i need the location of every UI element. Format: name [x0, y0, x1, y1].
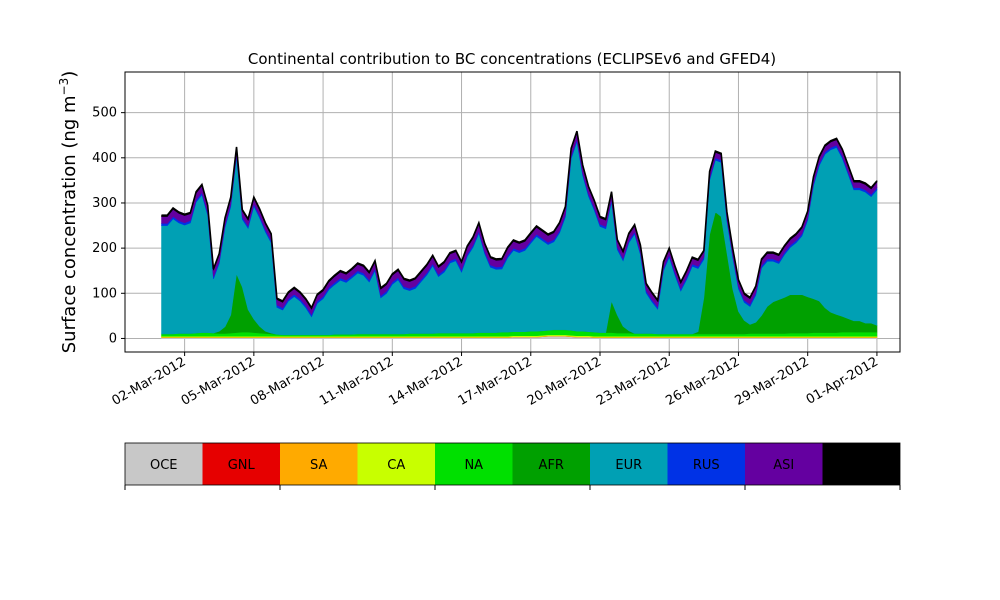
y-tick-label: 500	[92, 106, 117, 121]
chart-title: Continental contribution to BC concentra…	[248, 50, 776, 68]
colorbar-swatch-ca	[357, 443, 435, 485]
colorbar-label: EUR	[615, 458, 642, 473]
y-tick-label: 400	[92, 151, 117, 166]
y-axis-label: Surface concentration (ng m−3)	[57, 71, 80, 354]
x-tick-label: 02-Mar-2012	[109, 354, 188, 408]
colorbar-swatch-gnl	[202, 443, 280, 485]
colorbar-frame	[124, 442, 901, 486]
colorbar-swatch-asi	[745, 443, 823, 485]
colorbar-label: GNL	[228, 458, 256, 473]
colorbar-swatch-na	[435, 443, 513, 485]
x-tick-label: 01-Apr-2012	[804, 354, 881, 407]
x-tick-label: 08-Mar-2012	[248, 354, 327, 408]
colorbar-swatch-aus	[822, 443, 900, 485]
colorbar-swatch-afr	[512, 443, 590, 485]
colorbar-label: NA	[464, 458, 483, 473]
colorbar-label: AUS	[848, 458, 875, 473]
x-tick-label: 14-Mar-2012	[386, 354, 465, 408]
colorbar-label: ASI	[773, 458, 794, 473]
axes-frame	[124, 71, 901, 353]
y-tick-label: 200	[92, 241, 117, 256]
colorbar-swatch-sa	[280, 443, 358, 485]
colorbar-label: CA	[387, 458, 405, 473]
colorbar-swatch-oce	[125, 443, 203, 485]
colorbar-legend: OCE GNL SA CA NA AFR EUR RUS ASI AUS	[124, 442, 901, 490]
colorbar-label: AFR	[539, 458, 564, 473]
x-tick-label: 20-Mar-2012	[525, 354, 604, 408]
x-tick-label: 23-Mar-2012	[594, 354, 673, 408]
x-tick-label: 26-Mar-2012	[663, 354, 742, 408]
y-tick-label: 300	[92, 196, 117, 211]
x-tick-label: 29-Mar-2012	[733, 354, 812, 408]
total-line	[161, 130, 878, 310]
colorbar-label: RUS	[693, 458, 720, 473]
y-tick-label: 100	[92, 286, 117, 301]
colorbar-label: SA	[310, 458, 327, 473]
x-tick-label: 05-Mar-2012	[179, 354, 258, 408]
x-tick-label: 17-Mar-2012	[456, 354, 535, 408]
colorbar-swatch-rus	[667, 443, 745, 485]
x-tick-label: 11-Mar-2012	[317, 354, 396, 408]
colorbar-swatch-eur	[590, 443, 668, 485]
plot-area: 0 100 200 300 400 500 02-Mar-201205-Mar-201208…	[92, 71, 901, 409]
y-tick-label: 0	[109, 331, 117, 346]
colorbar-label: OCE	[150, 458, 178, 473]
